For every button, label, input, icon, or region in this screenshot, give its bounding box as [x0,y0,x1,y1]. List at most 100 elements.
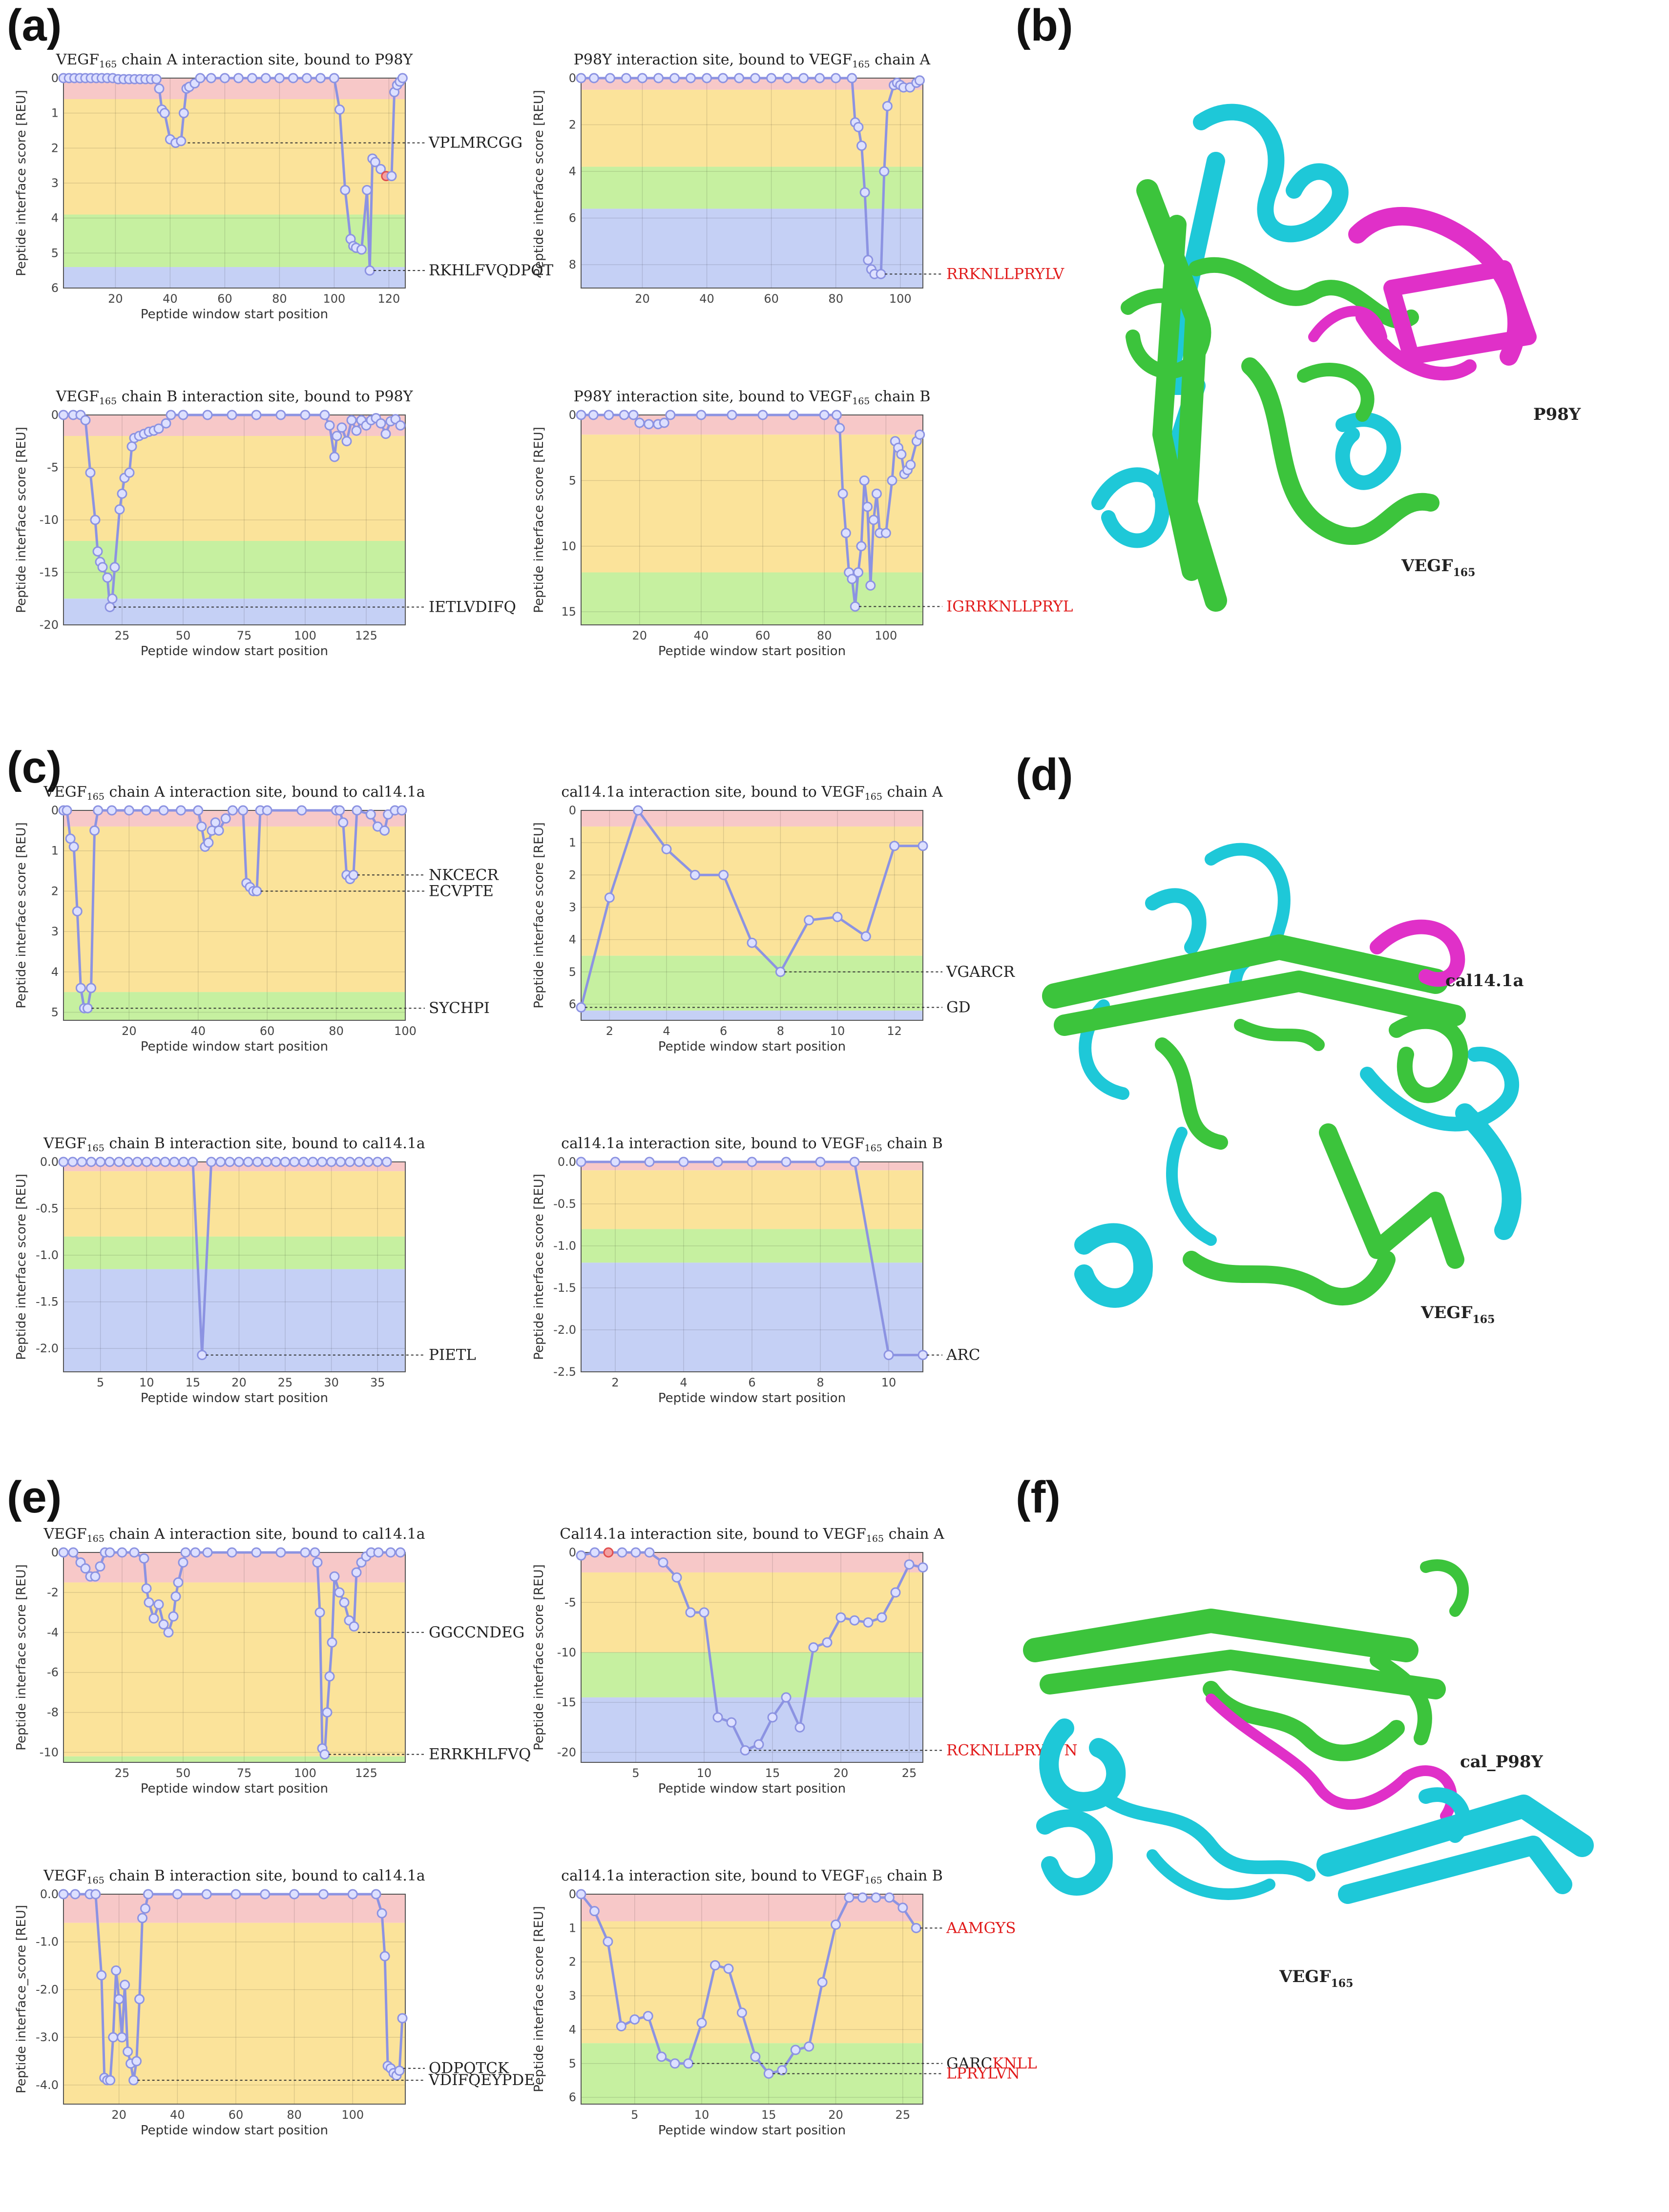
data-point [58,1889,69,1900]
data-point [326,1157,337,1167]
data-point [904,1559,915,1570]
x-tick-label: 10 [830,1024,845,1038]
data-point [104,601,115,612]
peptide-annotation: VGARCR [946,963,1016,981]
data-point [90,1889,101,1900]
y-tick-label: -20 [40,618,59,632]
data-point [260,1889,271,1900]
x-tick-label: 10 [881,1376,897,1389]
data-point [124,805,134,816]
x-tick-label: 125 [355,629,377,642]
x-tick-label: 2 [606,1024,613,1038]
structure-b-receptor-label: VEGF165 [1401,556,1475,579]
panel-label-c: (c) [7,743,62,792]
data-point [887,475,897,486]
data-point [120,1980,130,1990]
data-point [170,1591,181,1602]
y-tick-label: -2.5 [553,1365,576,1379]
y-tick-label: 0.0 [40,1155,59,1169]
y-axis-label: Peptide interface_score [REU] [14,1905,29,2093]
data-point [104,1547,115,1558]
data-point [750,73,761,83]
data-point [96,1970,107,1981]
score-band-green [63,1236,405,1269]
x-axis-label: Peptide window start position [658,1781,846,1796]
data-point [766,73,777,83]
panel-label-b: (b) [1016,0,1073,50]
data-point [107,593,118,604]
y-tick-label: -1.5 [36,1295,59,1309]
data-point [363,1157,374,1167]
peptide-annotation: AAMGYS [946,1919,1016,1937]
y-tick-label: 5 [569,965,576,979]
data-point [354,1157,364,1167]
data-point [915,429,925,440]
y-tick-label: 6 [51,281,59,295]
data-point [80,1563,91,1574]
data-point [859,187,870,198]
x-tick-label: 15 [761,2108,776,2122]
data-point [879,166,890,177]
data-point [161,418,171,429]
x-tick-label: 25 [902,1766,917,1780]
data-point [718,73,729,83]
x-tick-label: 100 [394,1024,417,1038]
data-point [723,1964,734,1974]
data-point [102,572,113,583]
chart-a1: VEGF165 chain A interaction site, bound … [0,49,554,342]
chart-svg: Cal14.1a interaction site, bound to VEGF… [532,1526,1078,1796]
x-axis-label: Peptide window start position [658,644,846,659]
x-axis-label: Peptide window start position [141,1039,328,1054]
data-point [804,915,814,926]
data-point [777,2065,788,2076]
score-band-green [63,541,405,599]
data-point [159,108,170,119]
y-tick-label: -10 [40,513,59,527]
x-tick-label: 10 [697,1766,712,1780]
x-tick-label: 100 [889,292,912,306]
data-point [781,1692,792,1703]
peptide-annotation: ERRKHLFVQ [429,1746,531,1763]
y-tick-label: 0 [51,1546,59,1559]
y-tick-label: -1.5 [553,1281,576,1295]
data-point [871,1892,881,1903]
data-point [610,1157,621,1167]
y-tick-label: -5 [564,1595,576,1609]
data-point [588,73,599,83]
x-tick-label: 4 [663,1024,670,1038]
y-tick-label: -0.5 [553,1197,576,1211]
score-band-yellow [63,1171,405,1237]
data-point [319,410,330,420]
data-point [86,983,97,993]
score-band-green [581,166,923,209]
score-band-blue [63,267,405,288]
score-band-yellow [63,436,405,541]
data-point [352,805,362,816]
chart-svg: cal14.1a interaction site, bound to VEGF… [532,1867,1037,2138]
chart-e2: Cal14.1a interaction site, bound to VEGF… [518,1523,1078,1816]
chart-c4: cal14.1a interaction site, bound to VEGF… [518,1133,1025,1426]
score-band-green [581,1652,923,1697]
data-point [863,1617,874,1628]
y-axis-label: Peptide interface score [REU] [14,822,29,1009]
y-tick-label: 5 [51,1005,59,1019]
data-point [335,1157,346,1167]
data-point [817,1977,828,1987]
data-point [141,1583,152,1594]
data-point [616,2021,626,2031]
peptide-annotation: GARCKNLL [946,2055,1037,2072]
y-tick-label: 3 [51,176,59,190]
data-point [918,1350,928,1361]
data-point [726,1717,737,1728]
chart-svg: cal14.1a interaction site, bound to VEGF… [532,1135,980,1406]
x-tick-label: 30 [324,1376,339,1389]
data-point [288,73,298,83]
x-tick-label: 20 [834,1766,849,1780]
chart-svg: P98Y interaction site, bound to VEGF165 … [532,51,1064,306]
chart-title: cal14.1a interaction site, bound to VEGF… [561,1867,943,1886]
data-point [637,73,647,83]
data-point [227,805,238,816]
data-point [603,1936,613,1947]
data-point [158,805,169,816]
data-point [911,1923,921,1933]
